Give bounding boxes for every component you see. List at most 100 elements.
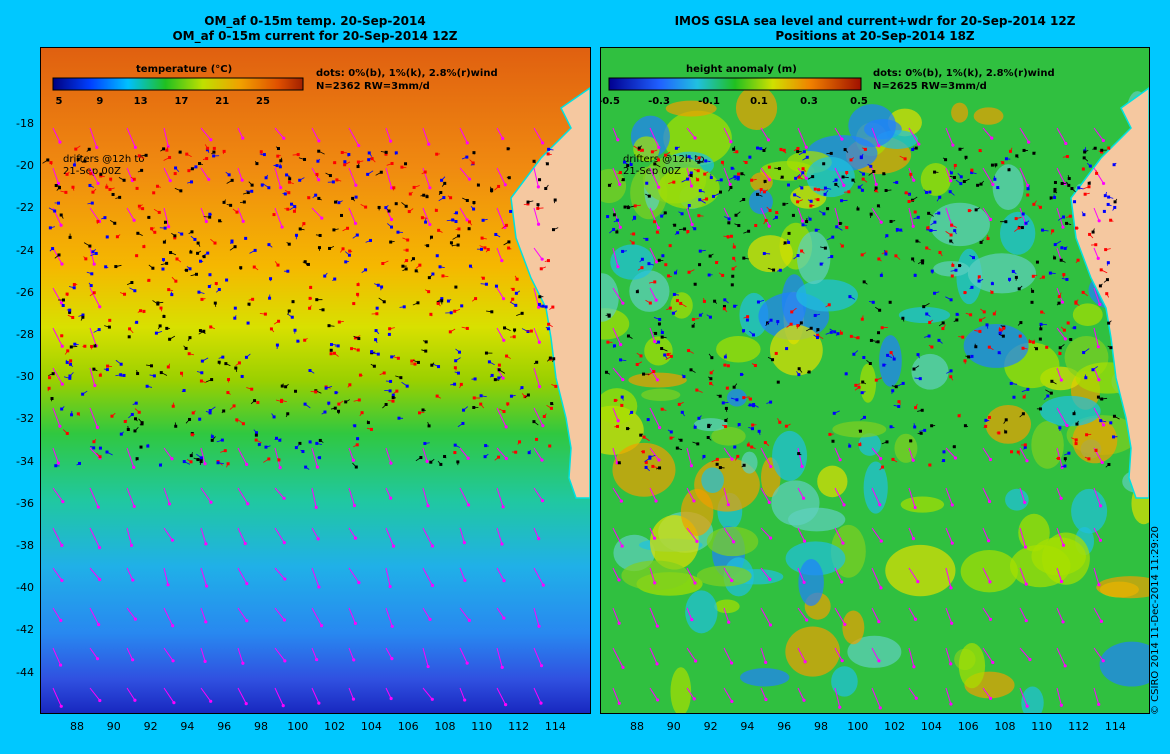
drifter-dot xyxy=(888,300,892,304)
current-vector xyxy=(723,127,732,142)
current-vector xyxy=(533,687,542,704)
drifter-dot xyxy=(147,215,151,219)
y-axis-tick-label: -40 xyxy=(16,581,34,595)
current-vector xyxy=(982,567,991,583)
current-vector xyxy=(612,327,622,345)
current-vector xyxy=(533,487,543,501)
drifter-dot xyxy=(407,210,411,214)
drifter-dot xyxy=(72,286,76,290)
current-vector xyxy=(311,127,320,142)
drifter-dot xyxy=(927,211,931,215)
drifter-dot xyxy=(212,150,216,154)
drifter-dot xyxy=(107,325,111,329)
current-vector-head xyxy=(1101,138,1105,143)
current-vector xyxy=(52,487,64,502)
drifter-dot xyxy=(858,429,862,433)
drifter-dot xyxy=(639,354,643,358)
current-vector-head xyxy=(314,505,318,509)
anomaly-eddy xyxy=(711,426,746,446)
drifter-dot xyxy=(1100,150,1104,154)
drifter-dot xyxy=(911,198,915,202)
current-vector-head xyxy=(463,698,467,702)
drifter-dot xyxy=(657,322,661,326)
drifter-dot xyxy=(732,256,736,260)
drifter-dot xyxy=(134,417,138,421)
drifter-dot xyxy=(764,218,768,222)
drifter-dot xyxy=(250,387,254,391)
drifter-dot xyxy=(604,370,608,374)
drifter-dot xyxy=(869,338,873,342)
current-vector xyxy=(385,527,394,547)
drifter-dot xyxy=(479,394,483,398)
drifter-dot xyxy=(153,230,157,234)
current-vector-head xyxy=(357,143,361,148)
drifter-dot xyxy=(1057,301,1061,305)
x-axis-tick-label: 104 xyxy=(920,720,942,733)
drifter-dot xyxy=(613,398,617,402)
drifter-dot xyxy=(199,460,203,464)
drifter-dot xyxy=(819,262,823,266)
drifter-dot xyxy=(1075,422,1079,426)
drifter-dot xyxy=(61,298,65,302)
current-vector-head xyxy=(391,544,396,548)
current-vector-head xyxy=(351,697,356,701)
drifter-dot xyxy=(354,465,358,469)
current-vector xyxy=(496,687,507,705)
drifter-dot xyxy=(77,461,81,465)
drifter-dot xyxy=(76,158,80,162)
drifter-dot xyxy=(434,208,438,212)
drifter-dot xyxy=(838,221,842,225)
drifter-dot xyxy=(422,193,426,197)
current-vector-head xyxy=(536,222,541,226)
anomaly-eddy xyxy=(716,335,761,363)
drifter-dot xyxy=(213,241,217,245)
current-vector-head xyxy=(95,657,100,661)
current-vector xyxy=(459,687,466,701)
drifter-dot xyxy=(911,257,915,261)
drifter-dot xyxy=(303,157,307,161)
current-vector xyxy=(612,207,621,228)
current-vector xyxy=(274,527,285,543)
drifter-dot xyxy=(106,364,110,368)
anomaly-eddy xyxy=(601,273,619,322)
current-vector xyxy=(1056,207,1064,228)
current-vector xyxy=(237,207,244,222)
right-drifters-line1: drifters @12h to xyxy=(623,154,704,165)
drifter-dot xyxy=(108,187,112,191)
drifter-dot xyxy=(440,297,444,301)
drifter-dot xyxy=(737,224,741,228)
drifter-dot xyxy=(1091,368,1095,372)
drifter-dot xyxy=(733,445,737,449)
drifter-dot xyxy=(916,215,920,219)
drifter-dot xyxy=(1001,161,1005,165)
drifter-dot xyxy=(874,189,878,193)
drifter-dot xyxy=(126,427,130,431)
drifter-dot xyxy=(731,274,735,278)
drifter-dot xyxy=(206,251,210,255)
drifter-dot xyxy=(687,203,691,207)
drifter-dot xyxy=(61,303,65,307)
current-vector-head xyxy=(911,536,915,541)
drifter-dot xyxy=(479,402,483,406)
current-vector xyxy=(163,487,170,505)
anomaly-eddy xyxy=(1031,421,1064,469)
current-vector-head xyxy=(1096,345,1100,349)
drifter-dot xyxy=(283,192,287,196)
drifter-dot xyxy=(811,175,815,179)
drifter-dot xyxy=(135,254,139,258)
drifter-dot xyxy=(83,159,87,163)
anomaly-eddy xyxy=(612,442,676,497)
drifter-dot xyxy=(727,217,731,221)
drifter-dot xyxy=(769,400,773,404)
drifter-dot xyxy=(454,359,458,363)
current-vector xyxy=(649,407,661,428)
current-vector xyxy=(1056,247,1062,261)
drifter-dot xyxy=(713,299,717,303)
drifter-dot xyxy=(287,180,291,184)
drifter-dot xyxy=(497,455,501,459)
drifter-dot xyxy=(332,228,336,232)
current-vector xyxy=(126,487,135,507)
current-vector-head xyxy=(209,500,213,504)
drifter-dot xyxy=(144,153,148,157)
drifter-dot xyxy=(48,376,52,380)
